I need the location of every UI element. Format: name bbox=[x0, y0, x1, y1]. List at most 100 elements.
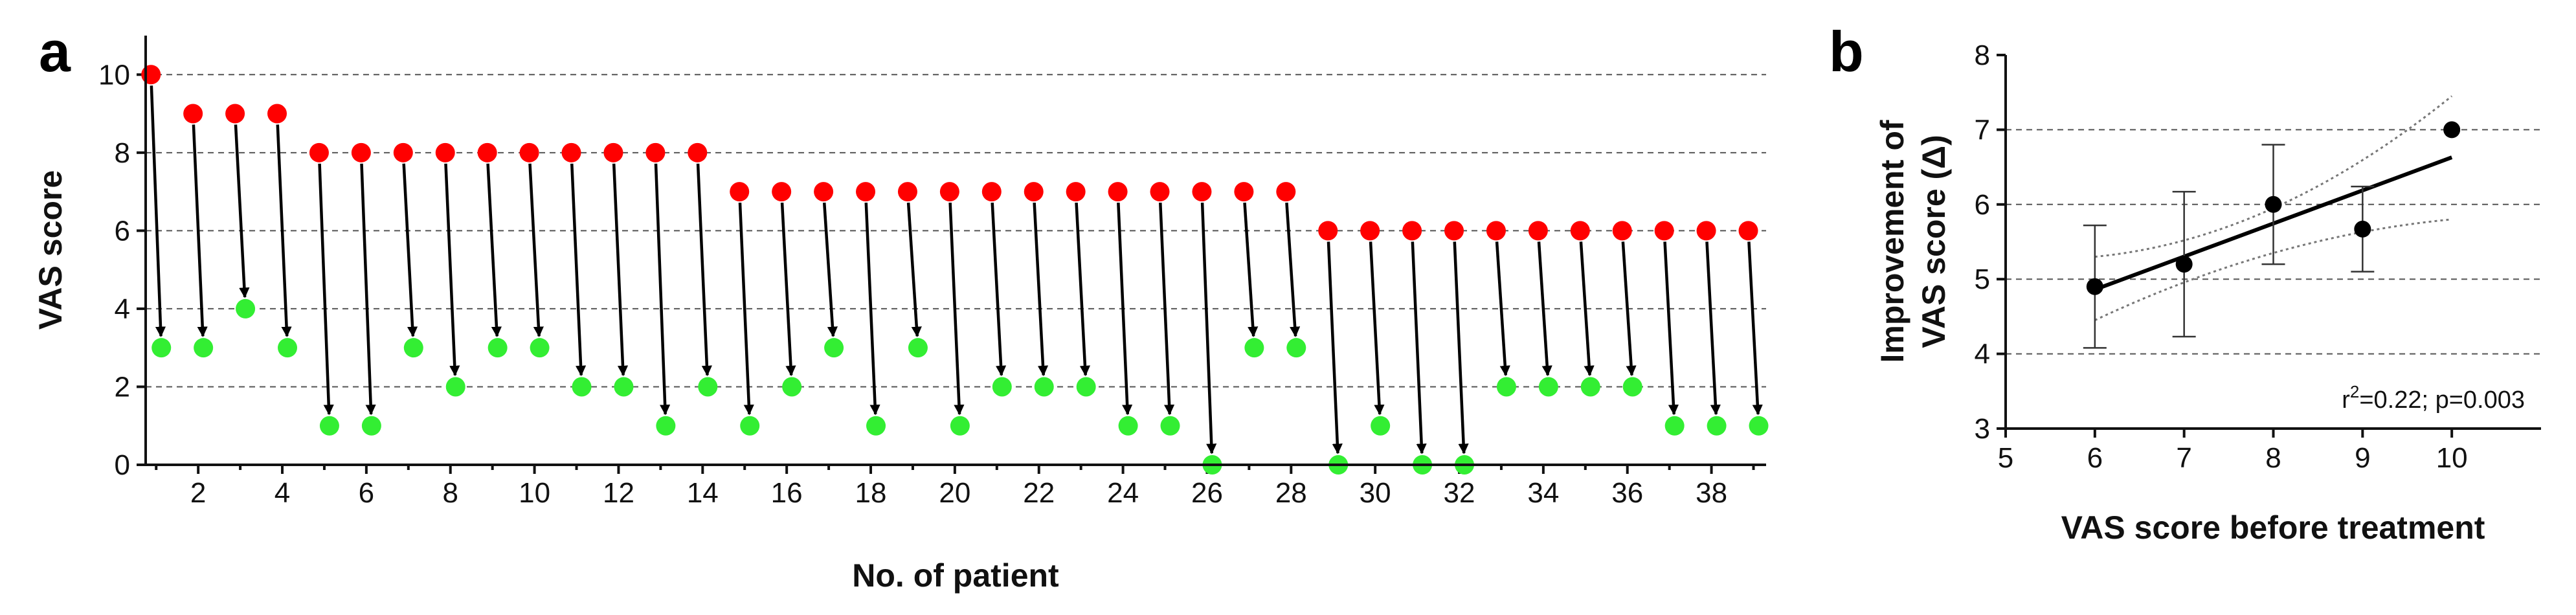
panel-a-change-arrow bbox=[654, 163, 671, 416]
panel-a-after-point bbox=[824, 338, 844, 358]
panel-a-before-point bbox=[1654, 221, 1674, 241]
panel-a-x-tick-label: 16 bbox=[771, 477, 803, 509]
panel-a-change-arrow bbox=[402, 163, 418, 337]
panel-a-change-arrow bbox=[444, 163, 460, 377]
panel-a-before-point bbox=[1444, 221, 1464, 241]
panel-a-x-tick-label: 6 bbox=[359, 477, 374, 509]
panel-a-before-point bbox=[435, 142, 455, 162]
panel-a-change-arrow bbox=[150, 85, 166, 337]
panel-a-before-point bbox=[1066, 182, 1086, 202]
panel-a-after-point bbox=[908, 338, 928, 358]
panel-b-ci-upper-band bbox=[2094, 95, 2453, 258]
panel-a-change-arrow bbox=[906, 202, 922, 337]
panel-a-change-arrow bbox=[1705, 241, 1721, 416]
panel-a-change-arrow bbox=[1663, 241, 1679, 416]
panel-b-x-tick-label: 8 bbox=[2265, 442, 2281, 474]
panel-b-point bbox=[2443, 121, 2461, 139]
panel-b-point bbox=[2354, 220, 2371, 238]
panel-a-axes bbox=[144, 36, 1766, 466]
panel-a-x-tick-label: 30 bbox=[1360, 477, 1391, 509]
panel-a-change-arrow bbox=[276, 124, 292, 337]
panel-a-after-point bbox=[1622, 377, 1642, 397]
panel-a-after-point bbox=[1160, 416, 1180, 436]
panel-a-after-point bbox=[1034, 377, 1054, 397]
panel-a-change-arrow bbox=[864, 202, 880, 416]
panel-a-change-arrow bbox=[696, 163, 712, 377]
panel-a-change-arrow bbox=[1117, 202, 1133, 416]
panel-a-before-point bbox=[1108, 182, 1128, 202]
panel-a-after-point bbox=[278, 338, 298, 358]
panel-a-change-arrow bbox=[948, 202, 965, 416]
panel-a-change-arrow bbox=[1579, 241, 1595, 377]
panel-a-x-tick-label: 8 bbox=[442, 477, 458, 509]
panel-a-before-point bbox=[309, 142, 329, 162]
panel-a-change-arrow bbox=[570, 163, 587, 377]
panel-a-after-point bbox=[1371, 416, 1391, 436]
panel-a-y-tick-label: 6 bbox=[115, 215, 130, 247]
panel-a-before-point bbox=[1024, 182, 1044, 202]
panel-b-chart: b 3 4 5 6 7 8 5 6 7 8 9 10 Improvement of VAS scor… bbox=[1829, 19, 2541, 546]
panel-a-y-tick-label: 2 bbox=[115, 371, 130, 403]
panel-a-after-point bbox=[572, 377, 592, 397]
panel-a-before-point bbox=[393, 142, 413, 162]
panel-a-change-arrow bbox=[528, 163, 544, 337]
panel-a-before-point bbox=[1696, 221, 1716, 241]
panel-b-x-tick-label: 7 bbox=[2176, 442, 2191, 474]
panel-b-x-tick-label: 6 bbox=[2087, 442, 2103, 474]
panel-a-x-tick-label: 34 bbox=[1527, 477, 1559, 509]
panel-a-x-tick-label: 38 bbox=[1696, 477, 1727, 509]
panel-a-after-point bbox=[656, 416, 676, 436]
panel-b-y-axis-title-line2: VAS score (Δ) bbox=[1916, 135, 1952, 348]
panel-a-before-point bbox=[561, 142, 581, 162]
panel-a-after-point bbox=[530, 338, 550, 358]
panel-a-before-point bbox=[1402, 221, 1422, 241]
panel-a-change-arrow bbox=[1495, 241, 1510, 377]
panel-a-gridlines bbox=[146, 74, 1766, 388]
panel-a-change-arrow bbox=[360, 163, 376, 416]
panel-a-before-point bbox=[1738, 221, 1758, 241]
panel-a-y-ticks: 0 2 4 6 8 10 bbox=[98, 59, 146, 481]
panel-a-before-point bbox=[1150, 182, 1170, 202]
panel-a-after-point bbox=[1076, 377, 1096, 397]
panel-a-after-point bbox=[992, 377, 1012, 397]
panel-a-change-arrow bbox=[1075, 202, 1091, 377]
panel-a-before-point bbox=[351, 142, 371, 162]
panel-b-point bbox=[2175, 256, 2193, 273]
panel-a-after-point bbox=[403, 338, 423, 358]
panel-a-change-arrow bbox=[991, 202, 1007, 377]
panel-a-before-point bbox=[141, 65, 161, 85]
panel-b-y-axis-title-line1: Improvement of bbox=[1874, 120, 1910, 363]
panel-a-x-tick-label: 36 bbox=[1611, 477, 1643, 509]
panel-a-change-arrow bbox=[612, 163, 629, 377]
panel-a-change-arrow bbox=[1200, 202, 1217, 454]
panel-b-x-ticks: 5 6 7 8 9 10 bbox=[1998, 429, 2468, 474]
panel-a-change-arrow bbox=[1243, 202, 1259, 337]
panel-a-change-arrow bbox=[738, 202, 754, 416]
panel-a-label: a bbox=[39, 19, 71, 84]
panel-a-after-point bbox=[319, 416, 339, 436]
panel-a-after-point bbox=[1118, 416, 1138, 436]
panel-a-after-point bbox=[1707, 416, 1727, 436]
panel-a-x-axis-title: No. of patient bbox=[852, 557, 1059, 594]
panel-a-after-point bbox=[151, 338, 172, 358]
panel-a-x-tick-label: 20 bbox=[939, 477, 970, 509]
panel-a-points bbox=[141, 65, 1769, 475]
panel-a-after-point bbox=[236, 298, 256, 319]
panel-a-change-arrow bbox=[1453, 241, 1469, 454]
panel-a-before-point bbox=[1570, 221, 1590, 241]
panel-a-after-point bbox=[445, 377, 465, 397]
panel-a-x-tick-label: 24 bbox=[1107, 477, 1139, 509]
panel-a-y-tick-label: 4 bbox=[115, 293, 130, 325]
panel-a-before-point bbox=[183, 104, 203, 124]
panel-a-before-point bbox=[814, 182, 834, 202]
panel-b-y-tick-label: 4 bbox=[1975, 339, 1990, 370]
panel-a-before-point bbox=[897, 182, 917, 202]
panel-a-change-arrow bbox=[234, 124, 250, 298]
panel-a-before-point bbox=[1234, 182, 1254, 202]
panel-a-before-point bbox=[1528, 221, 1548, 241]
panel-b-point bbox=[2086, 278, 2103, 295]
panel-a-change-arrow bbox=[1537, 241, 1552, 377]
panel-a-before-point bbox=[1192, 182, 1212, 202]
panel-a-before-point bbox=[730, 182, 750, 202]
panel-b-x-axis-title: VAS score before treatment bbox=[2061, 509, 2485, 546]
